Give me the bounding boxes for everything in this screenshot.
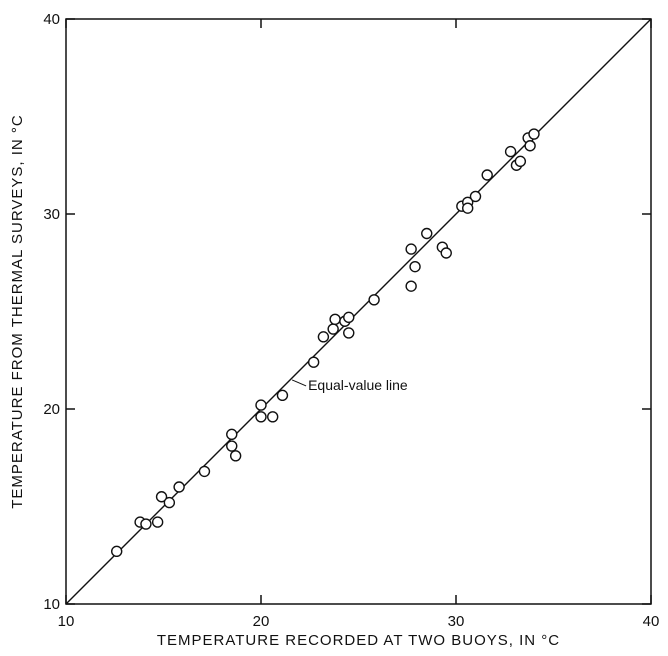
axis-ticks <box>65 18 652 605</box>
data-point <box>343 311 355 324</box>
data-point <box>276 389 289 402</box>
data-point <box>409 260 421 273</box>
x-tick-label: 10 <box>58 613 75 630</box>
data-point <box>368 294 380 306</box>
data-point <box>226 440 238 452</box>
tick-labels: 10 20 30 40 10 20 30 40 <box>43 11 659 630</box>
equal-value-line <box>65 18 652 605</box>
y-axis-label: TEMPERATURE FROM THERMAL SURVEYS, IN °C <box>9 114 26 509</box>
x-tick-label: 40 <box>643 613 660 630</box>
data-point <box>110 545 123 558</box>
data-point <box>405 280 417 292</box>
data-point <box>481 169 493 181</box>
plot-frame <box>65 18 652 605</box>
data-point <box>524 140 536 152</box>
data-point <box>421 227 433 240</box>
y-tick-label: 30 <box>43 206 60 223</box>
data-point <box>140 518 152 530</box>
data-point <box>327 323 339 335</box>
data-point <box>255 399 267 411</box>
data-point <box>226 428 238 441</box>
data-point <box>504 145 517 158</box>
data-point <box>267 411 279 423</box>
data-point <box>255 411 267 423</box>
data-point <box>229 450 242 462</box>
x-axis-label: TEMPERATURE RECORDED AT TWO BUOYS, IN °C <box>157 632 560 649</box>
data-point <box>405 243 417 255</box>
data-point <box>343 327 355 339</box>
data-point <box>440 247 452 259</box>
data-point <box>307 356 320 368</box>
data-point <box>514 155 527 168</box>
data-point <box>163 496 176 509</box>
data-points <box>110 128 540 558</box>
data-point <box>528 128 540 140</box>
x-tick-label: 30 <box>448 613 465 630</box>
equal-value-line-label: Equal-value line <box>308 377 408 393</box>
data-point <box>317 331 330 343</box>
data-point <box>329 313 341 325</box>
data-point <box>462 202 474 214</box>
y-tick-label: 20 <box>43 401 60 418</box>
data-point <box>155 491 168 503</box>
annotation-leader <box>291 379 307 387</box>
data-point <box>469 190 482 203</box>
x-tick-label: 20 <box>253 613 270 630</box>
data-point <box>151 516 164 528</box>
y-tick-label: 40 <box>43 11 60 28</box>
y-tick-label: 10 <box>43 596 60 613</box>
data-point <box>173 481 185 493</box>
data-point <box>198 465 211 478</box>
